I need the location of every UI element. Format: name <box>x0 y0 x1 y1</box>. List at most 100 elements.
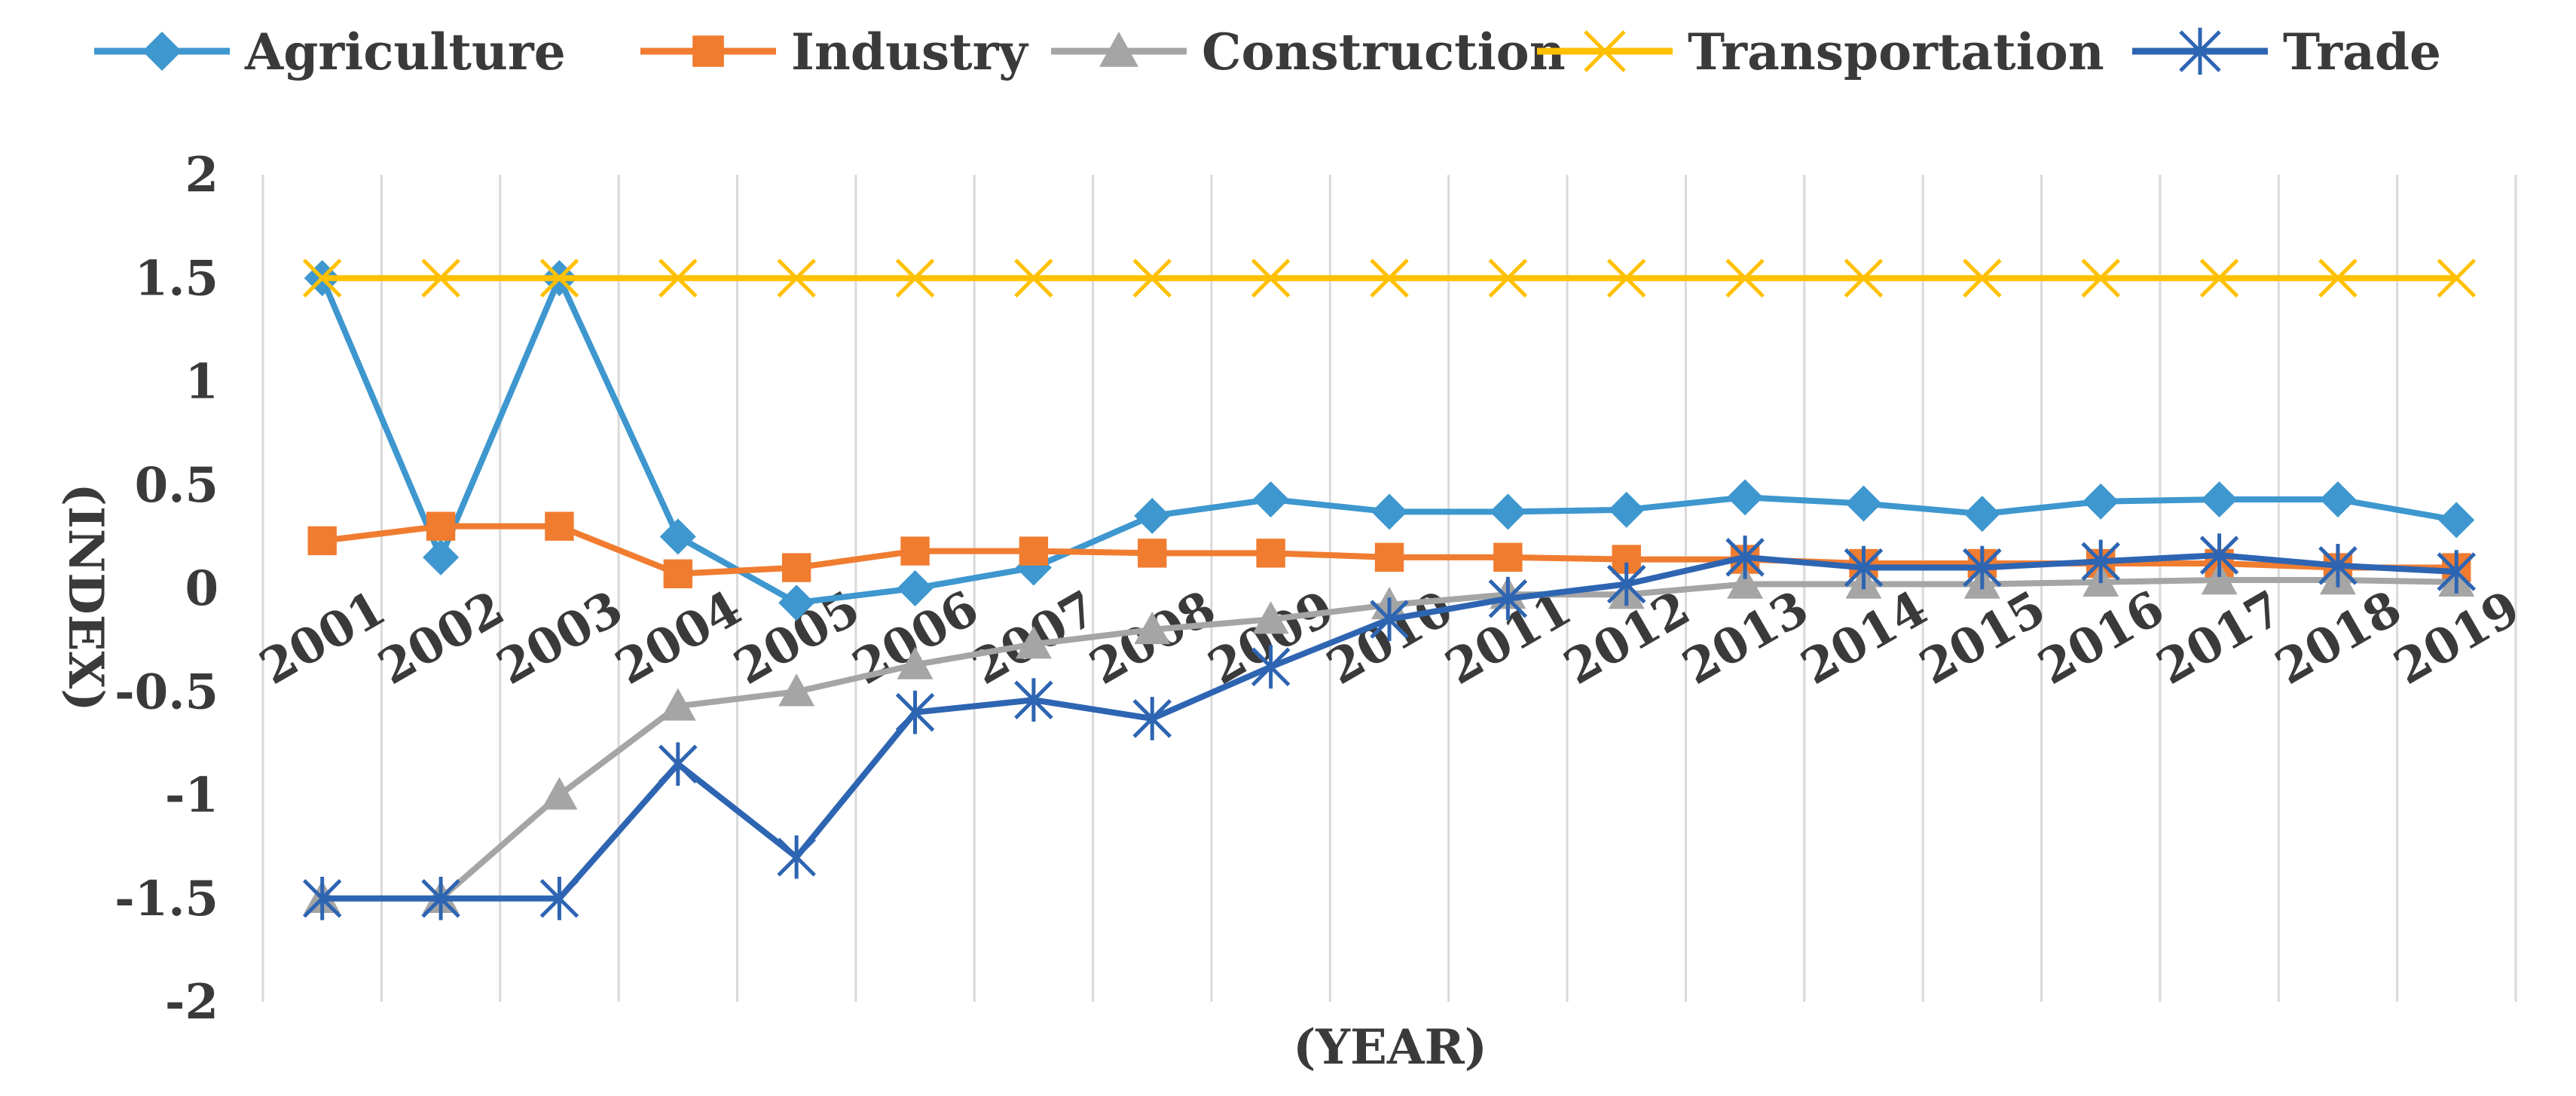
agriculture-point <box>1845 485 1882 522</box>
agriculture-point <box>1134 497 1171 534</box>
agriculture-point <box>2082 483 2119 520</box>
transportation-point <box>659 258 698 298</box>
x-tick-label: 2016 <box>2029 580 2174 696</box>
legend-label: Trade <box>2283 23 2441 81</box>
trade-point <box>1370 597 1409 641</box>
transportation-point <box>1251 258 1291 298</box>
y-tick-label: 1 <box>185 354 218 411</box>
transportation-point <box>895 258 935 298</box>
agriculture-point <box>2438 502 2475 539</box>
transportation-point <box>1014 258 1053 298</box>
industry-point <box>1138 539 1167 568</box>
x-tick-label: 2003 <box>487 580 632 696</box>
legend-marker <box>1099 32 1138 67</box>
construction-point <box>1727 566 1764 599</box>
legend: Agriculture Industry Construction Transport… <box>94 23 2441 81</box>
trade-point <box>2081 539 2120 584</box>
trade-point <box>895 690 935 734</box>
legend-item-construction: Construction <box>1051 23 1566 81</box>
agriculture-point <box>1490 493 1526 530</box>
trade-point <box>421 876 460 920</box>
transportation-point <box>1963 258 2002 298</box>
x-axis-title: (YEAR) <box>1293 1019 1487 1076</box>
legend-item-agriculture: Agriculture <box>94 23 566 81</box>
trade-point <box>539 876 579 920</box>
construction-point <box>1015 626 1052 659</box>
agriculture-point <box>1371 493 1407 530</box>
agriculture-point <box>1252 481 1289 517</box>
trade-point <box>1488 576 1528 621</box>
transportation-point <box>1606 258 1646 298</box>
agriculture-point <box>2319 481 2356 517</box>
legend-marker <box>142 32 182 71</box>
y-tick-label: -2 <box>165 974 218 1030</box>
series-agriculture <box>304 260 2475 621</box>
trade-point <box>2318 544 2358 588</box>
agriculture-point <box>423 539 460 575</box>
trade-point <box>777 835 816 879</box>
series-trade <box>302 533 2477 920</box>
y-tick-label: -1.5 <box>115 871 218 927</box>
trade-point <box>1014 678 1053 722</box>
transportation-point <box>2081 258 2120 298</box>
y-tick-label: 0.5 <box>135 457 218 514</box>
trade-point <box>1251 645 1291 689</box>
construction-point <box>1252 601 1289 634</box>
trade-point <box>1725 536 1765 579</box>
agriculture-point <box>1963 496 2000 533</box>
construction-point <box>778 673 815 707</box>
legend-marker <box>2179 27 2221 75</box>
industry-point <box>1374 542 1404 572</box>
trade-point <box>1963 545 2002 590</box>
industry-point <box>1019 536 1049 566</box>
trade-point <box>2199 533 2239 577</box>
legend-marker <box>692 35 724 67</box>
transportation-point <box>539 258 579 298</box>
legend-marker <box>1584 30 1626 72</box>
transportation-point <box>2318 258 2358 298</box>
legend-label: Agriculture <box>244 23 566 81</box>
series-group <box>302 258 2477 920</box>
y-tick-label: 2 <box>185 147 218 203</box>
x-tick-label: 2017 <box>2148 580 2293 696</box>
transportation-point <box>1488 258 1528 298</box>
trade-point <box>659 742 698 786</box>
industry-point <box>545 511 574 541</box>
legend-label: Industry <box>791 23 1028 81</box>
y-tick-label: 0 <box>185 560 218 617</box>
trade-point <box>1844 545 1884 590</box>
transportation-point <box>1725 258 1765 298</box>
industry-point <box>1493 542 1523 572</box>
x-tick-label: 2004 <box>607 580 751 696</box>
x-tick-label: 2019 <box>2385 580 2529 696</box>
legend-item-transportation: Transportation <box>1537 23 2104 81</box>
y-tick-label: -0.5 <box>115 664 218 720</box>
construction-point <box>897 646 934 679</box>
trade-point <box>2437 550 2477 594</box>
y-axis: 2 1.5 1 0.5 0 -0.5 -1 -1.5 -2 <box>115 147 218 1030</box>
transportation-point <box>2437 258 2477 298</box>
legend-item-trade: Trade <box>2132 23 2441 81</box>
x-tick-label: 2018 <box>2266 580 2411 696</box>
agriculture-point <box>1608 491 1645 528</box>
construction-point <box>541 777 578 810</box>
industry-point <box>663 559 692 588</box>
transportation-point <box>2199 258 2239 298</box>
agriculture-point <box>778 585 815 621</box>
gridlines <box>261 175 2517 1002</box>
legend-item-industry: Industry <box>640 23 1028 81</box>
transportation-point <box>1132 258 1172 298</box>
x-tick-label: 2002 <box>369 580 514 696</box>
industry-point <box>426 511 456 541</box>
x-tick-label: 2001 <box>251 580 396 696</box>
trade-point <box>1606 562 1646 606</box>
legend-label: Transportation <box>1688 23 2104 81</box>
agriculture-point <box>897 570 934 606</box>
industry-point <box>900 536 930 566</box>
y-tick-label: -1 <box>165 768 218 824</box>
transportation-point <box>1370 258 1409 298</box>
trade-point <box>302 876 342 920</box>
y-axis-title: (INDEX) <box>57 484 114 712</box>
agriculture-point <box>2201 481 2238 517</box>
